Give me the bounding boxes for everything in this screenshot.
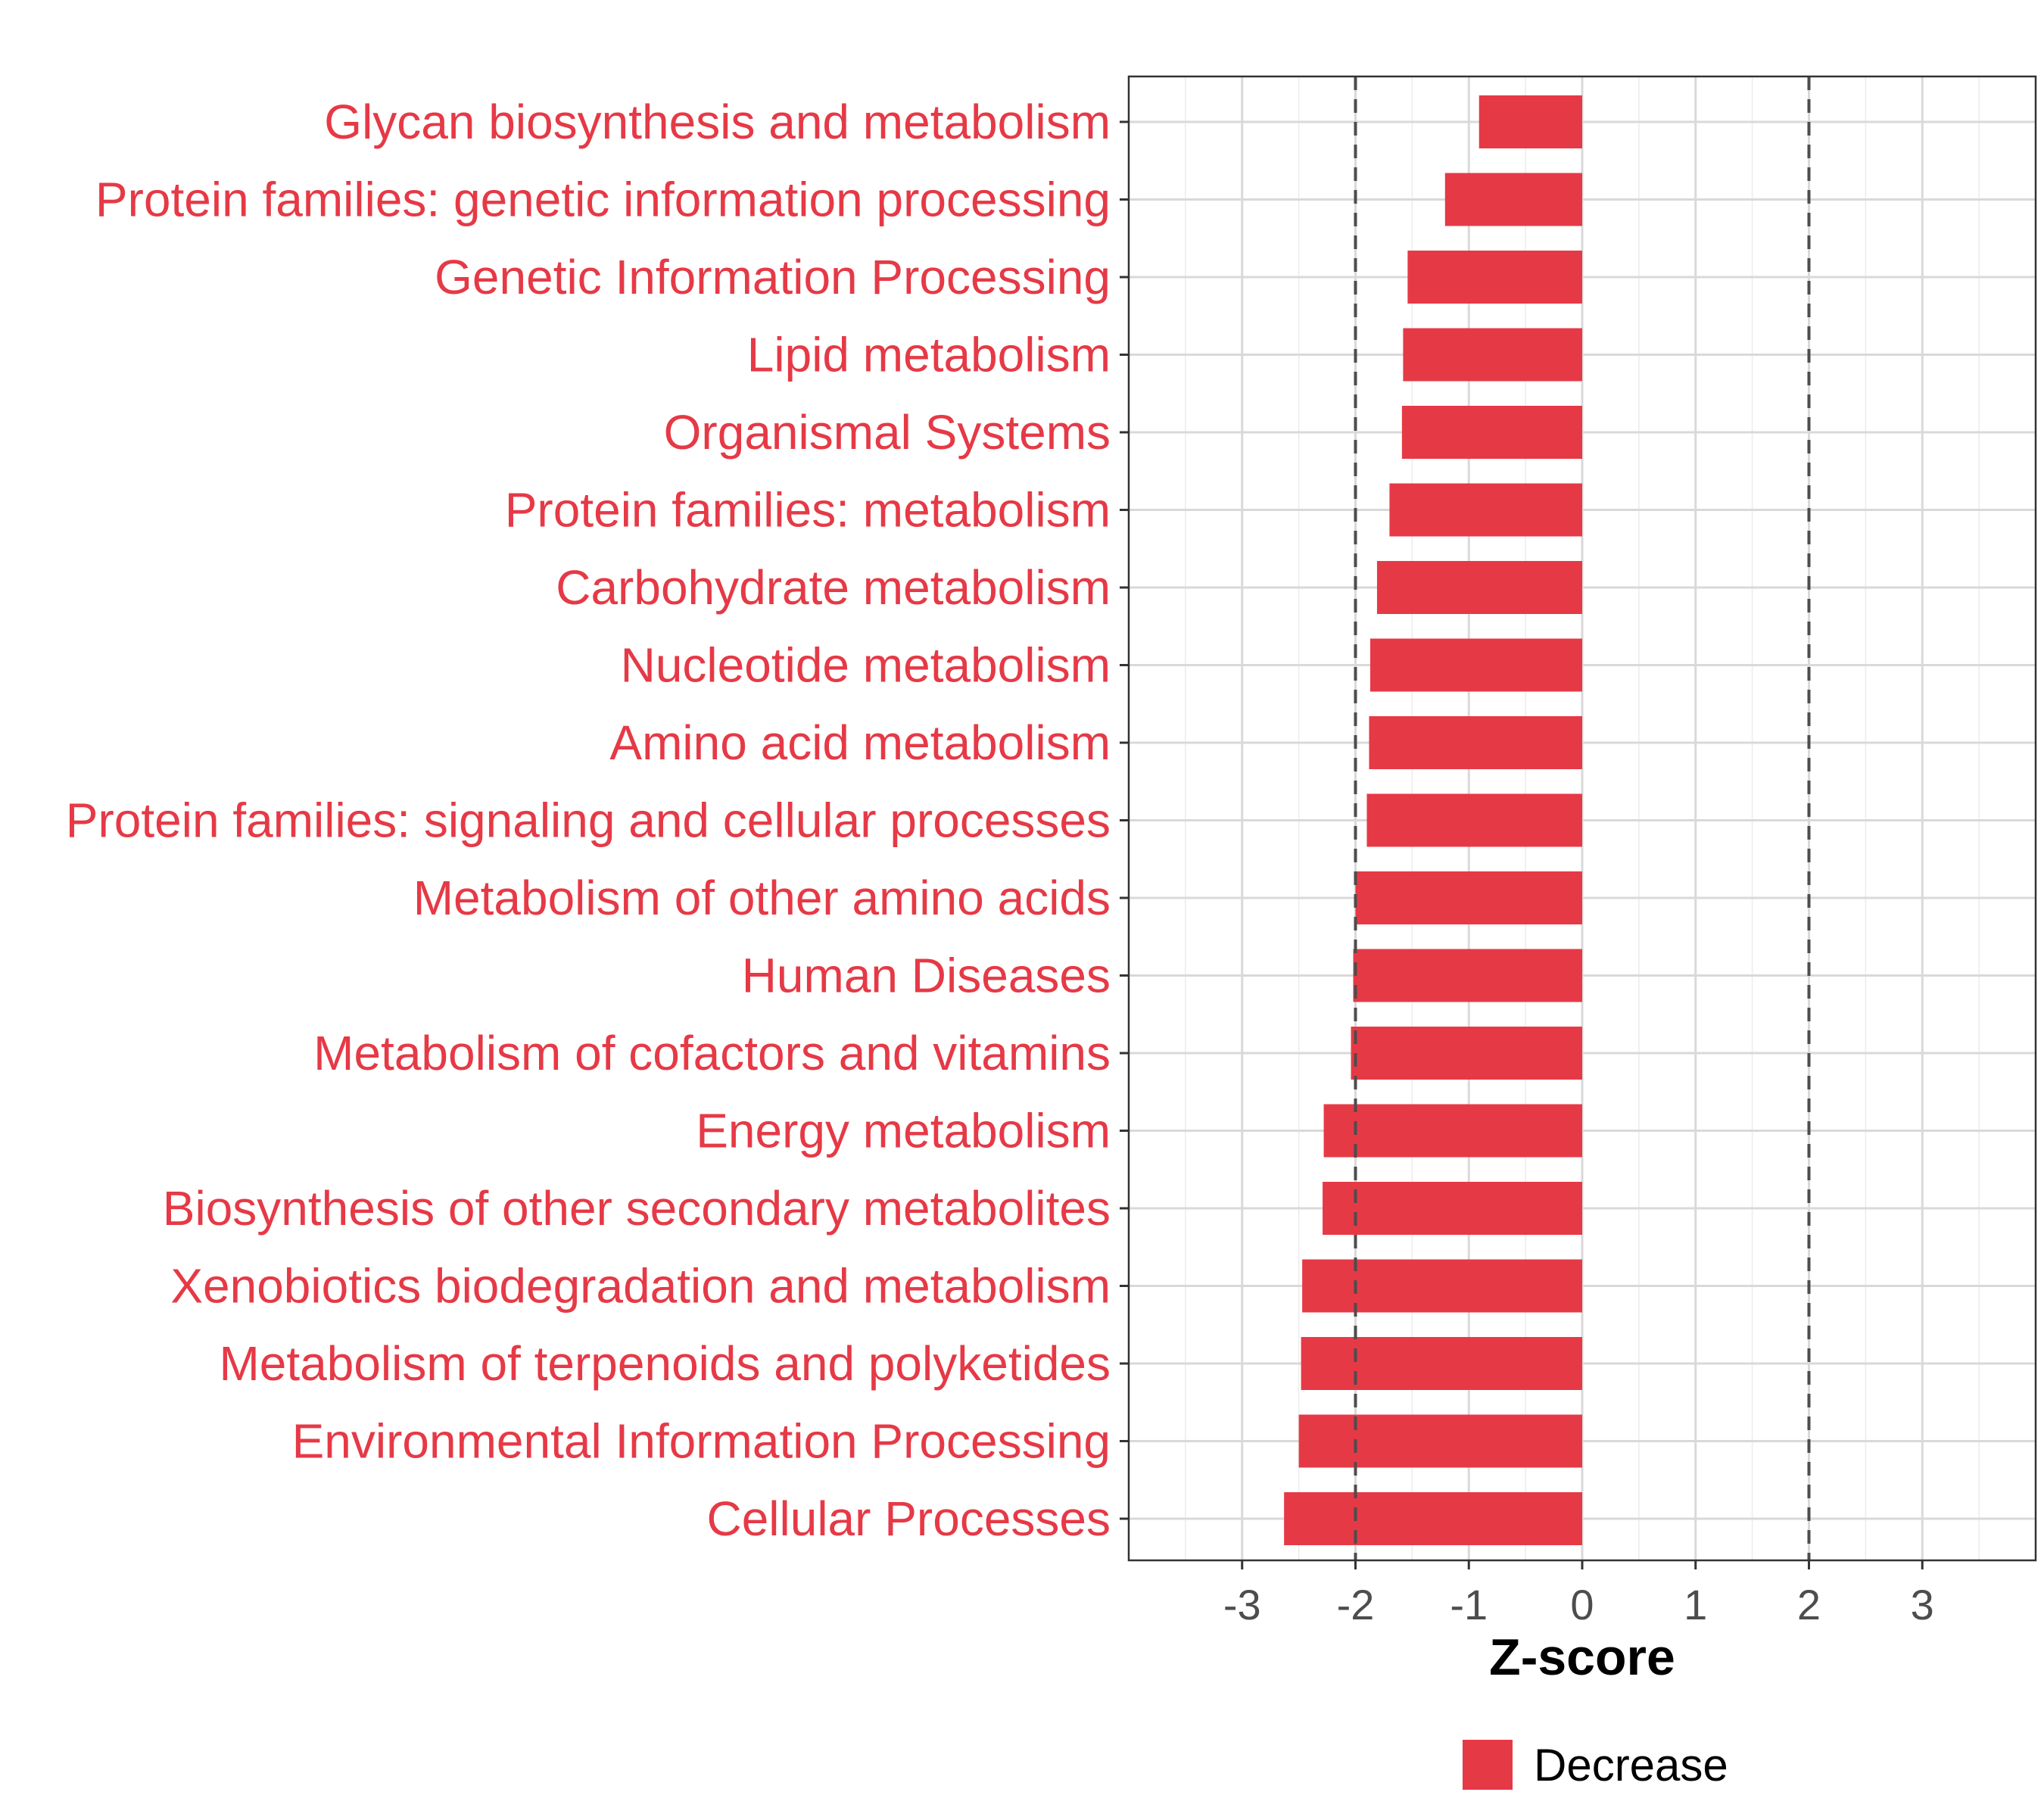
legend: Decrease <box>1463 1740 1728 1791</box>
y-tick-label: Metabolism of other amino acids <box>413 871 1111 925</box>
y-tick-label: Amino acid metabolism <box>609 715 1111 770</box>
y-tick-label: Xenobiotics biodegradation and metabolis… <box>170 1259 1111 1314</box>
bar <box>1351 1027 1582 1080</box>
bar <box>1389 483 1582 537</box>
x-axis-title: Z-score <box>1489 1628 1675 1686</box>
bar <box>1401 406 1582 459</box>
bar <box>1355 871 1582 924</box>
legend-label-decrease: Decrease <box>1534 1740 1728 1791</box>
y-tick-label: Metabolism of cofactors and vitamins <box>313 1026 1111 1080</box>
bar <box>1407 251 1582 304</box>
x-tick-label: 3 <box>1911 1581 1934 1628</box>
y-tick-label: Organismal Systems <box>664 405 1111 460</box>
x-axis-ticks: -3 -2 -1 0 1 2 3 <box>1223 1560 1934 1628</box>
bar <box>1366 793 1582 847</box>
y-tick-label: Protein families: metabolism <box>505 483 1111 538</box>
x-tick-label: -1 <box>1450 1581 1488 1628</box>
bar <box>1323 1182 1582 1235</box>
bar <box>1369 716 1582 769</box>
bar <box>1302 1259 1582 1313</box>
reference-lines <box>1354 76 1811 1560</box>
bar <box>1403 328 1582 382</box>
bar <box>1353 949 1582 1002</box>
y-axis-labels: Glycan biosynthesis and metabolism Protei… <box>66 95 1111 1546</box>
y-tick-label: Cellular Processes <box>706 1491 1111 1546</box>
y-tick-label: Carbohydrate metabolism <box>556 560 1111 615</box>
legend-swatch-decrease <box>1463 1740 1513 1790</box>
x-tick-label: 0 <box>1570 1581 1594 1628</box>
bar <box>1478 95 1582 148</box>
bar <box>1301 1337 1582 1390</box>
y-tick-label: Protein families: genetic information pr… <box>95 173 1111 227</box>
bars <box>1284 95 1582 1545</box>
y-tick-label: Genetic Information Processing <box>435 250 1111 304</box>
x-tick-label: -3 <box>1223 1581 1261 1628</box>
y-tick-label: Biosynthesis of other secondary metaboli… <box>163 1181 1111 1236</box>
bar <box>1323 1104 1582 1158</box>
x-tick-label: 2 <box>1797 1581 1821 1628</box>
y-axis-ticks <box>1120 120 1129 1520</box>
y-tick-label: Energy metabolism <box>696 1104 1111 1158</box>
bar <box>1284 1492 1582 1545</box>
bar <box>1369 638 1582 692</box>
y-tick-label: Environmental Information Processing <box>292 1414 1111 1469</box>
y-tick-label: Human Diseases <box>742 949 1111 1003</box>
y-tick-label: Lipid metabolism <box>747 328 1111 382</box>
x-tick-label: 1 <box>1684 1581 1707 1628</box>
y-tick-label: Protein families: signaling and cellular… <box>66 793 1111 848</box>
bar <box>1376 561 1582 614</box>
y-tick-label: Glycan biosynthesis and metabolism <box>324 95 1111 149</box>
y-tick-label: Nucleotide metabolism <box>621 638 1111 693</box>
x-tick-label: -2 <box>1337 1581 1375 1628</box>
bar <box>1444 173 1582 226</box>
y-tick-label: Metabolism of terpenoids and polyketides <box>219 1336 1111 1391</box>
bar <box>1298 1414 1582 1468</box>
